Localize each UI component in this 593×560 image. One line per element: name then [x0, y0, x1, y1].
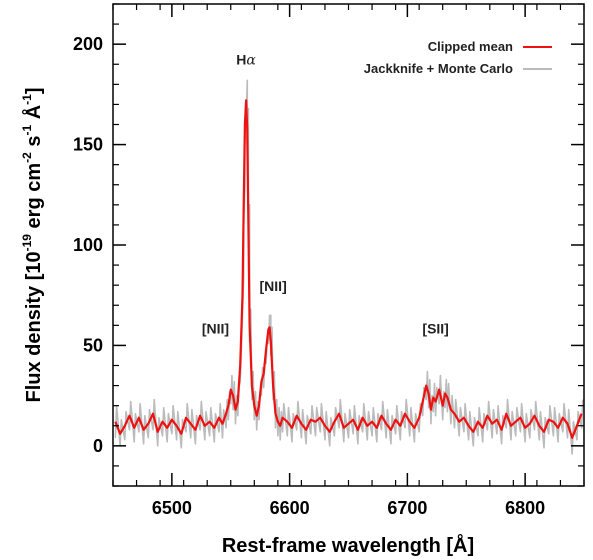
annotation-main-text: [SII] — [422, 320, 448, 336]
y-label-mid1: erg cm — [23, 163, 45, 234]
annotation-greek-text: α — [246, 52, 256, 68]
annotation-main-text: H — [236, 51, 246, 67]
legend-label: Jackknife + Monte Carlo — [364, 61, 513, 76]
series-line-layer — [114, 99, 583, 439]
x-tick-label: 6700 — [387, 498, 427, 518]
x-tick-label: 6600 — [270, 498, 310, 518]
plot-frame — [112, 3, 585, 487]
legend: Clipped mean Jackknife + Monte Carlo — [364, 39, 552, 76]
line-annotation: [SII] — [422, 320, 448, 336]
y-label-suffix: ] — [23, 87, 45, 94]
y-tick-label: 0 — [93, 436, 103, 456]
y-label-exp1: -19 — [20, 234, 34, 252]
y-tick-label: 100 — [73, 235, 103, 255]
series-band-jackknife — [114, 79, 584, 455]
x-tick-label: 6500 — [152, 498, 192, 518]
series-line-clipped-mean — [114, 99, 583, 439]
y-label-prefix: Flux density [10 — [23, 251, 45, 402]
y-label-exp2: -2 — [20, 152, 34, 163]
line-annotation: Hα — [236, 51, 256, 68]
y-label-exp4: -1 — [20, 94, 34, 105]
y-axis-label: Flux density [10-19 erg cm-2 s-1 Å-1] — [20, 87, 45, 402]
x-axis-label: Rest-frame wavelength [Å] — [222, 533, 474, 557]
y-label-exp3: -1 — [20, 125, 34, 136]
legend-label: Clipped mean — [428, 39, 513, 54]
annotation-main-text: [NII] — [202, 320, 229, 336]
uncertainty-band-layer — [114, 79, 584, 455]
y-label-mid2: s — [23, 136, 45, 153]
line-annotation: [NII] — [202, 320, 229, 336]
line-annotation: [NII] — [260, 278, 287, 294]
x-tick-label: 6800 — [505, 498, 545, 518]
y-label-mid3: Å — [21, 105, 45, 125]
annotation-layer: Hα [NII] [NII] [SII] — [202, 51, 449, 336]
annotation-main-text: [NII] — [260, 278, 287, 294]
y-tick-label: 150 — [73, 135, 103, 155]
y-tick-label: 50 — [83, 335, 103, 355]
axes-layer: 6500 6600 6700 6800 0 50 100 150 200 — [73, 3, 585, 518]
y-tick-label: 200 — [73, 34, 103, 54]
